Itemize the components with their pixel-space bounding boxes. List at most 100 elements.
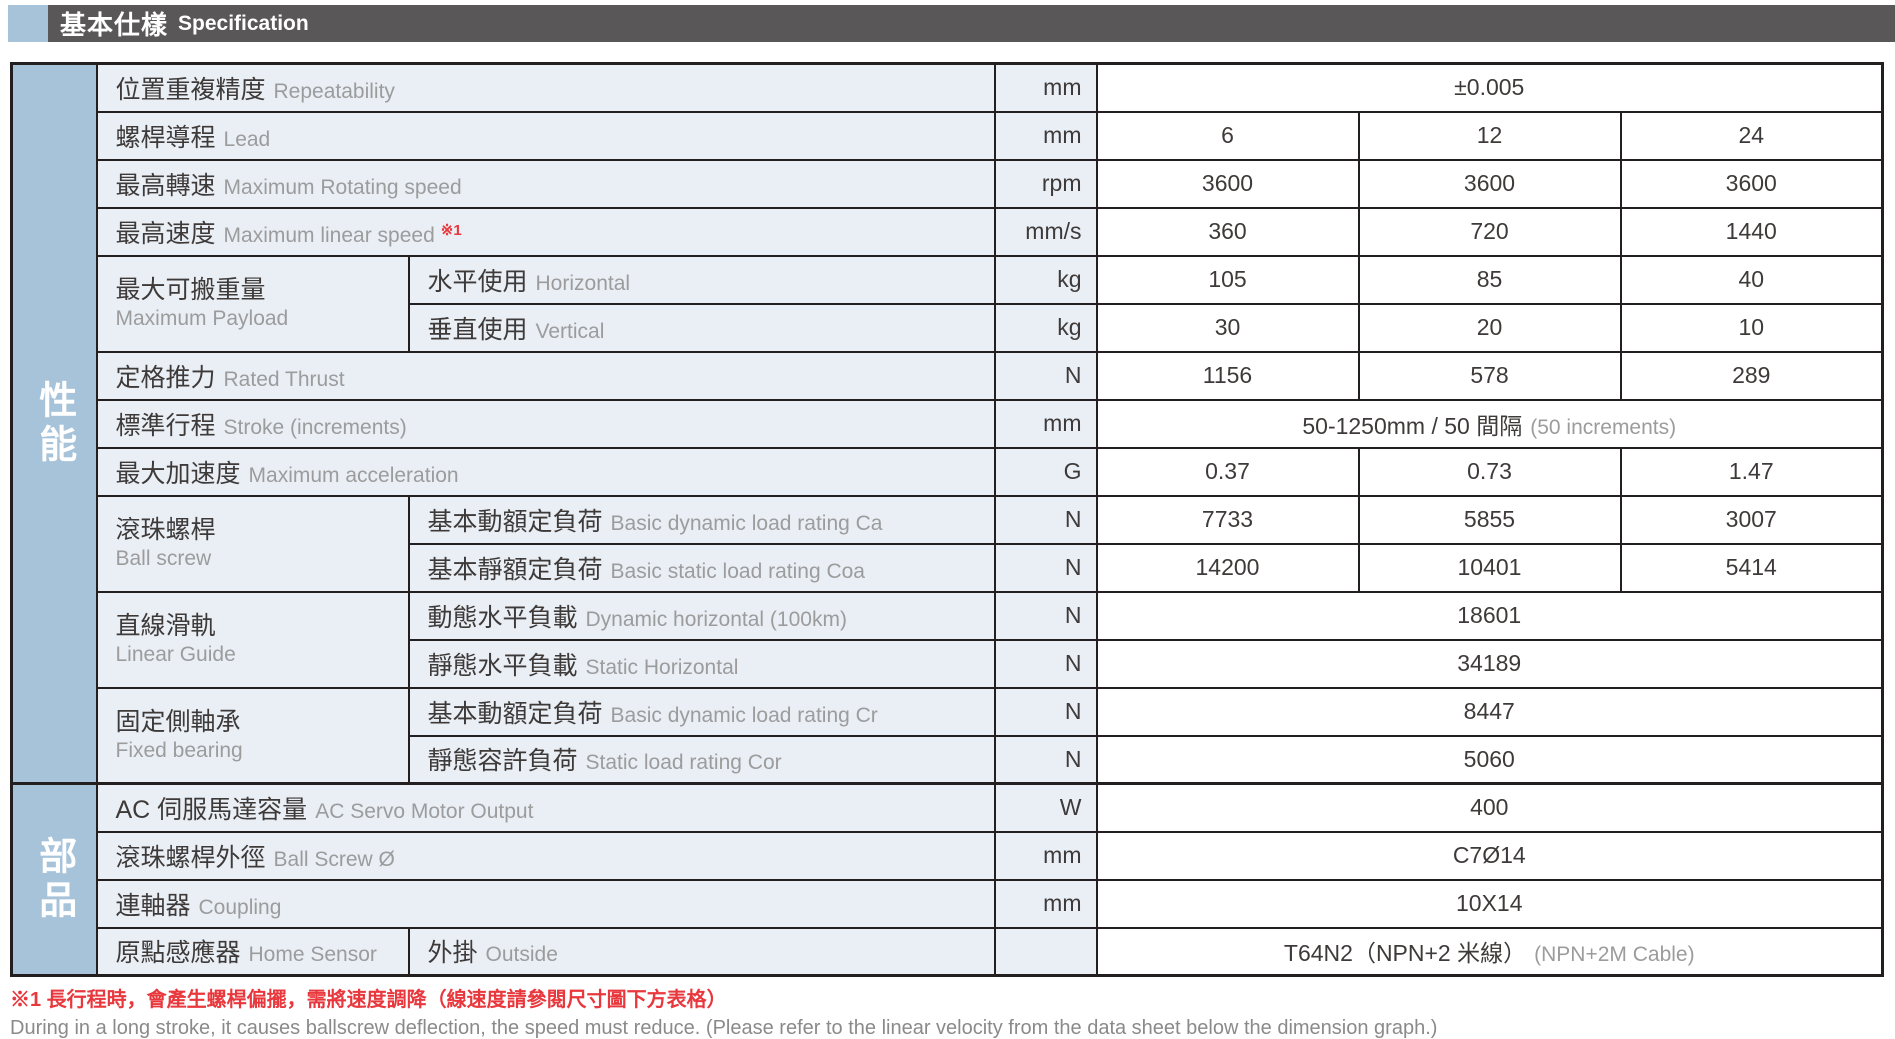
row-label: 基本動額定負荷 Basic dynamic load rating Cr: [407, 686, 996, 737]
spec-table: 性能 位置重複精度 Repeatability mm ±0.005 螺桿導程 Lea…: [10, 62, 1884, 977]
unit-cell: G: [993, 446, 1098, 497]
value-cell: 105: [1095, 254, 1360, 305]
row-label: 垂直使用 Vertical: [407, 302, 996, 353]
value-cell: 6: [1095, 110, 1360, 161]
row-label: 螺桿導程 Lead: [95, 110, 996, 161]
value-cell: 0.73: [1357, 446, 1622, 497]
value-cell: 3600: [1357, 158, 1622, 209]
value-cell: 1.47: [1619, 446, 1884, 497]
table-row: 部品 AC 伺服馬達容量 AC Servo Motor Output W 400: [10, 782, 1884, 977]
row-label: 連軸器 Coupling: [95, 878, 996, 929]
value-cell: 400: [1095, 782, 1884, 833]
unit-cell: N: [993, 542, 1098, 593]
unit-cell: N: [993, 638, 1098, 689]
value-cell: C7Ø14: [1095, 830, 1884, 881]
value-cell: 20: [1357, 302, 1622, 353]
value-cell: 30: [1095, 302, 1360, 353]
value-cell: 5060: [1095, 734, 1884, 785]
value-cell: 3600: [1619, 158, 1884, 209]
unit-cell: N: [993, 494, 1098, 545]
unit-cell: N: [993, 734, 1098, 785]
unit-cell: kg: [993, 302, 1098, 353]
value-cell: 40: [1619, 254, 1884, 305]
unit-cell: mm: [993, 110, 1098, 161]
table-row: 性能 位置重複精度 Repeatability mm ±0.005: [10, 62, 1884, 785]
unit-cell: mm: [993, 62, 1098, 113]
table-row: 最高轉速 Maximum Rotating speed rpm 3600 3600…: [12, 158, 1884, 209]
table-row: 滾珠螺桿 Ball screw 基本動額定負荷 Basic dynamic load…: [12, 494, 1884, 593]
table-row: 原點感應器 Home Sensor 外掛 Outside T64N2（NPN+2 米…: [12, 926, 1884, 977]
unit-cell: W: [993, 782, 1098, 833]
row-label: 水平使用 Horizontal: [407, 254, 996, 305]
row-label: AC 伺服馬達容量 AC Servo Motor Output: [95, 782, 996, 833]
row-label: 靜態容許負荷 Static load rating Cor: [407, 734, 996, 785]
section-header: 基本仕樣 Specification: [0, 5, 1895, 42]
row-label: 標準行程 Stroke (increments): [95, 398, 996, 449]
page-title-zh: 基本仕樣: [60, 10, 169, 40]
section-label-performance: 性能: [10, 62, 98, 785]
value-cell: 289: [1619, 350, 1884, 401]
row-label: 滾珠螺桿外徑 Ball Screw Ø: [95, 830, 996, 881]
value-cell: 12: [1357, 110, 1622, 161]
row-sublabel: 外掛 Outside: [407, 926, 996, 977]
value-cell: 8447: [1095, 686, 1884, 737]
table-row: 標準行程 Stroke (increments) mm 50-1250mm / 5…: [12, 398, 1884, 449]
value-cell: T64N2（NPN+2 米線） (NPN+2M Cable): [1095, 926, 1884, 977]
value-cell: 1440: [1619, 206, 1884, 257]
unit-cell: N: [993, 350, 1098, 401]
table-row: 靜態容許負荷 Static load rating Cor N 5060: [12, 734, 1884, 785]
table-row: 固定側軸承 Fixed bearing 基本動額定負荷 Basic dynamic …: [12, 686, 1884, 785]
page-title-en: Specification: [178, 11, 309, 35]
table-row: 最大可搬重量 Maximum Payload 水平使用 Horizontal kg …: [12, 254, 1884, 353]
row-label: 原點感應器 Home Sensor: [95, 926, 410, 977]
unit-cell: [993, 926, 1098, 977]
value-cell: 10X14: [1095, 878, 1884, 929]
footnotes: ※1 長行程時，會產生螺桿偏擺，需將速度調降（線速度請參閱尺寸圖下方表格） Du…: [10, 988, 1880, 1039]
row-label: 定格推力 Rated Thrust: [95, 350, 996, 401]
value-cell: 1156: [1095, 350, 1360, 401]
value-cell: 3007: [1619, 494, 1884, 545]
table-row: 靜態水平負載 Static Horizontal N 34189: [12, 638, 1884, 689]
row-label: 最高速度 Maximum linear speed ※1: [95, 206, 996, 257]
unit-cell: N: [993, 686, 1098, 737]
value-cell: ±0.005: [1095, 62, 1884, 113]
value-cell: 5855: [1357, 494, 1622, 545]
unit-cell: mm/s: [993, 206, 1098, 257]
row-label: 位置重複精度 Repeatability: [95, 62, 996, 113]
row-label: 靜態水平負載 Static Horizontal: [407, 638, 996, 689]
table-row: 垂直使用 Vertical kg 30 20 10: [12, 302, 1884, 353]
value-cell: 85: [1357, 254, 1622, 305]
header-accent-block: [8, 5, 48, 42]
table-row: 最高速度 Maximum linear speed ※1 mm/s 360 720 …: [12, 206, 1884, 257]
group-label: 直線滑軌 Linear Guide: [95, 590, 410, 689]
unit-cell: rpm: [993, 158, 1098, 209]
unit-cell: mm: [993, 878, 1098, 929]
value-cell: 18601: [1095, 590, 1884, 641]
footnote-en: During in a long stroke, it causes balls…: [10, 1017, 1438, 1039]
row-label: 最高轉速 Maximum Rotating speed: [95, 158, 996, 209]
unit-cell: mm: [993, 398, 1098, 449]
value-cell: 720: [1357, 206, 1622, 257]
table-row: 直線滑軌 Linear Guide 動態水平負載 Dynamic horizonta…: [12, 590, 1884, 689]
unit-cell: kg: [993, 254, 1098, 305]
table-row: 滾珠螺桿外徑 Ball Screw Ø mm C7Ø14: [12, 830, 1884, 881]
table-row: 定格推力 Rated Thrust N 1156 578 289: [12, 350, 1884, 401]
value-cell: 10: [1619, 302, 1884, 353]
row-label: 動態水平負載 Dynamic horizontal (100km): [407, 590, 996, 641]
value-cell: 5414: [1619, 542, 1884, 593]
table-row: 連軸器 Coupling mm 10X14: [12, 878, 1884, 929]
footnote-zh: ※1 長行程時，會產生螺桿偏擺，需將速度調降（線速度請參閱尺寸圖下方表格）: [10, 989, 727, 1011]
table-row: 最大加速度 Maximum acceleration G 0.37 0.73 1.…: [12, 446, 1884, 497]
group-label: 最大可搬重量 Maximum Payload: [95, 254, 410, 353]
section-label-parts: 部品: [10, 782, 98, 977]
value-cell: 0.37: [1095, 446, 1360, 497]
value-cell: 50-1250mm / 50 間隔 (50 increments): [1095, 398, 1884, 449]
group-label: 固定側軸承 Fixed bearing: [95, 686, 410, 785]
table-row: 基本靜額定負荷 Basic static load rating Coa N 14…: [12, 542, 1884, 593]
unit-cell: mm: [993, 830, 1098, 881]
unit-cell: N: [993, 590, 1098, 641]
value-cell: 578: [1357, 350, 1622, 401]
footnote-ref: ※1: [440, 222, 462, 240]
row-label: 最大加速度 Maximum acceleration: [95, 446, 996, 497]
